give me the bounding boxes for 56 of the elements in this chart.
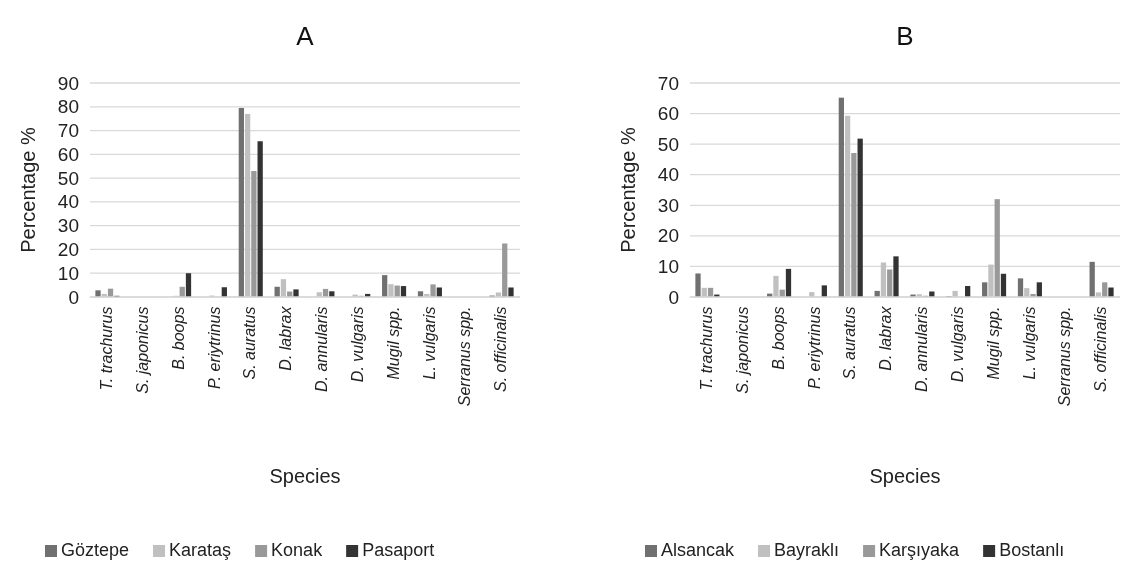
x-axis-title: Species <box>869 465 941 487</box>
y-tick-label: 0 <box>668 286 679 308</box>
x-tick-label: D. labrax <box>877 305 895 371</box>
x-tick-label: D. labrax <box>277 305 295 371</box>
x-tick-label: S. japonicus <box>133 306 151 394</box>
y-tick-label: 70 <box>657 72 679 94</box>
legend-label: Karataş <box>169 539 232 560</box>
x-tick-label: T. trachurus <box>98 306 116 391</box>
x-tick-label: D. annularis <box>913 306 931 392</box>
y-tick-label: 40 <box>57 191 79 213</box>
x-tick-label: Mugil spp. <box>384 306 402 380</box>
y-tick-label: 40 <box>657 164 679 186</box>
y-tick-label: 0 <box>68 286 79 308</box>
legend-label: Göztepe <box>61 539 130 560</box>
y-tick-label: 20 <box>57 239 79 261</box>
x-tick-label: S. officinalis <box>492 306 510 392</box>
x-tick-label: B. boops <box>769 306 787 370</box>
x-tick-label: L. vulgaris <box>420 306 438 380</box>
y-tick-label: 80 <box>57 96 79 118</box>
y-tick-label: 20 <box>657 225 679 247</box>
legend-label: Karşıyaka <box>879 539 961 560</box>
y-tick-label: 30 <box>57 215 79 237</box>
x-tick-label: S. japonicus <box>733 306 751 394</box>
legend-label: Konak <box>271 539 324 560</box>
legend-label: Alsancak <box>661 539 736 560</box>
x-tick-label: B. boops <box>169 306 187 370</box>
x-axis-title: Species <box>269 465 341 487</box>
legend-label: Pasaport <box>362 539 435 560</box>
y-tick-label: 60 <box>57 143 79 165</box>
x-tick-label: S. auratus <box>841 306 859 380</box>
legend-label: Bayraklı <box>774 539 840 560</box>
y-tick-label: 10 <box>657 256 679 278</box>
x-tick-label: Serranus spp. <box>456 306 474 407</box>
x-tick-label: Serranus spp. <box>1056 306 1074 407</box>
x-tick-label: D. vulgaris <box>948 306 966 383</box>
x-tick-label: S. officinalis <box>1092 306 1110 392</box>
x-tick-label: Mugil spp. <box>984 306 1002 380</box>
chart-title: A <box>296 21 315 51</box>
legend-label: Bostanlı <box>999 539 1065 560</box>
chart-title: B <box>896 21 914 51</box>
x-tick-label: P. eriytrinus <box>805 306 823 390</box>
x-tick-label: T. trachurus <box>698 306 716 391</box>
x-tick-label: D. vulgaris <box>348 306 366 383</box>
y-tick-label: 30 <box>657 194 679 216</box>
x-tick-label: D. annularis <box>313 306 331 392</box>
x-tick-label: S. auratus <box>241 306 259 380</box>
x-tick-label: L. vulgaris <box>1020 306 1038 380</box>
y-tick-label: 50 <box>57 167 79 189</box>
y-tick-label: 70 <box>57 120 79 142</box>
x-tick-label: P. eriytrinus <box>205 306 223 390</box>
y-tick-label: 50 <box>657 133 679 155</box>
y-tick-label: 90 <box>57 72 79 94</box>
y-tick-label: 60 <box>657 103 679 125</box>
y-axis-title: Percentage % <box>617 126 639 253</box>
y-tick-label: 10 <box>57 262 79 284</box>
y-axis-title: Percentage % <box>17 126 39 253</box>
